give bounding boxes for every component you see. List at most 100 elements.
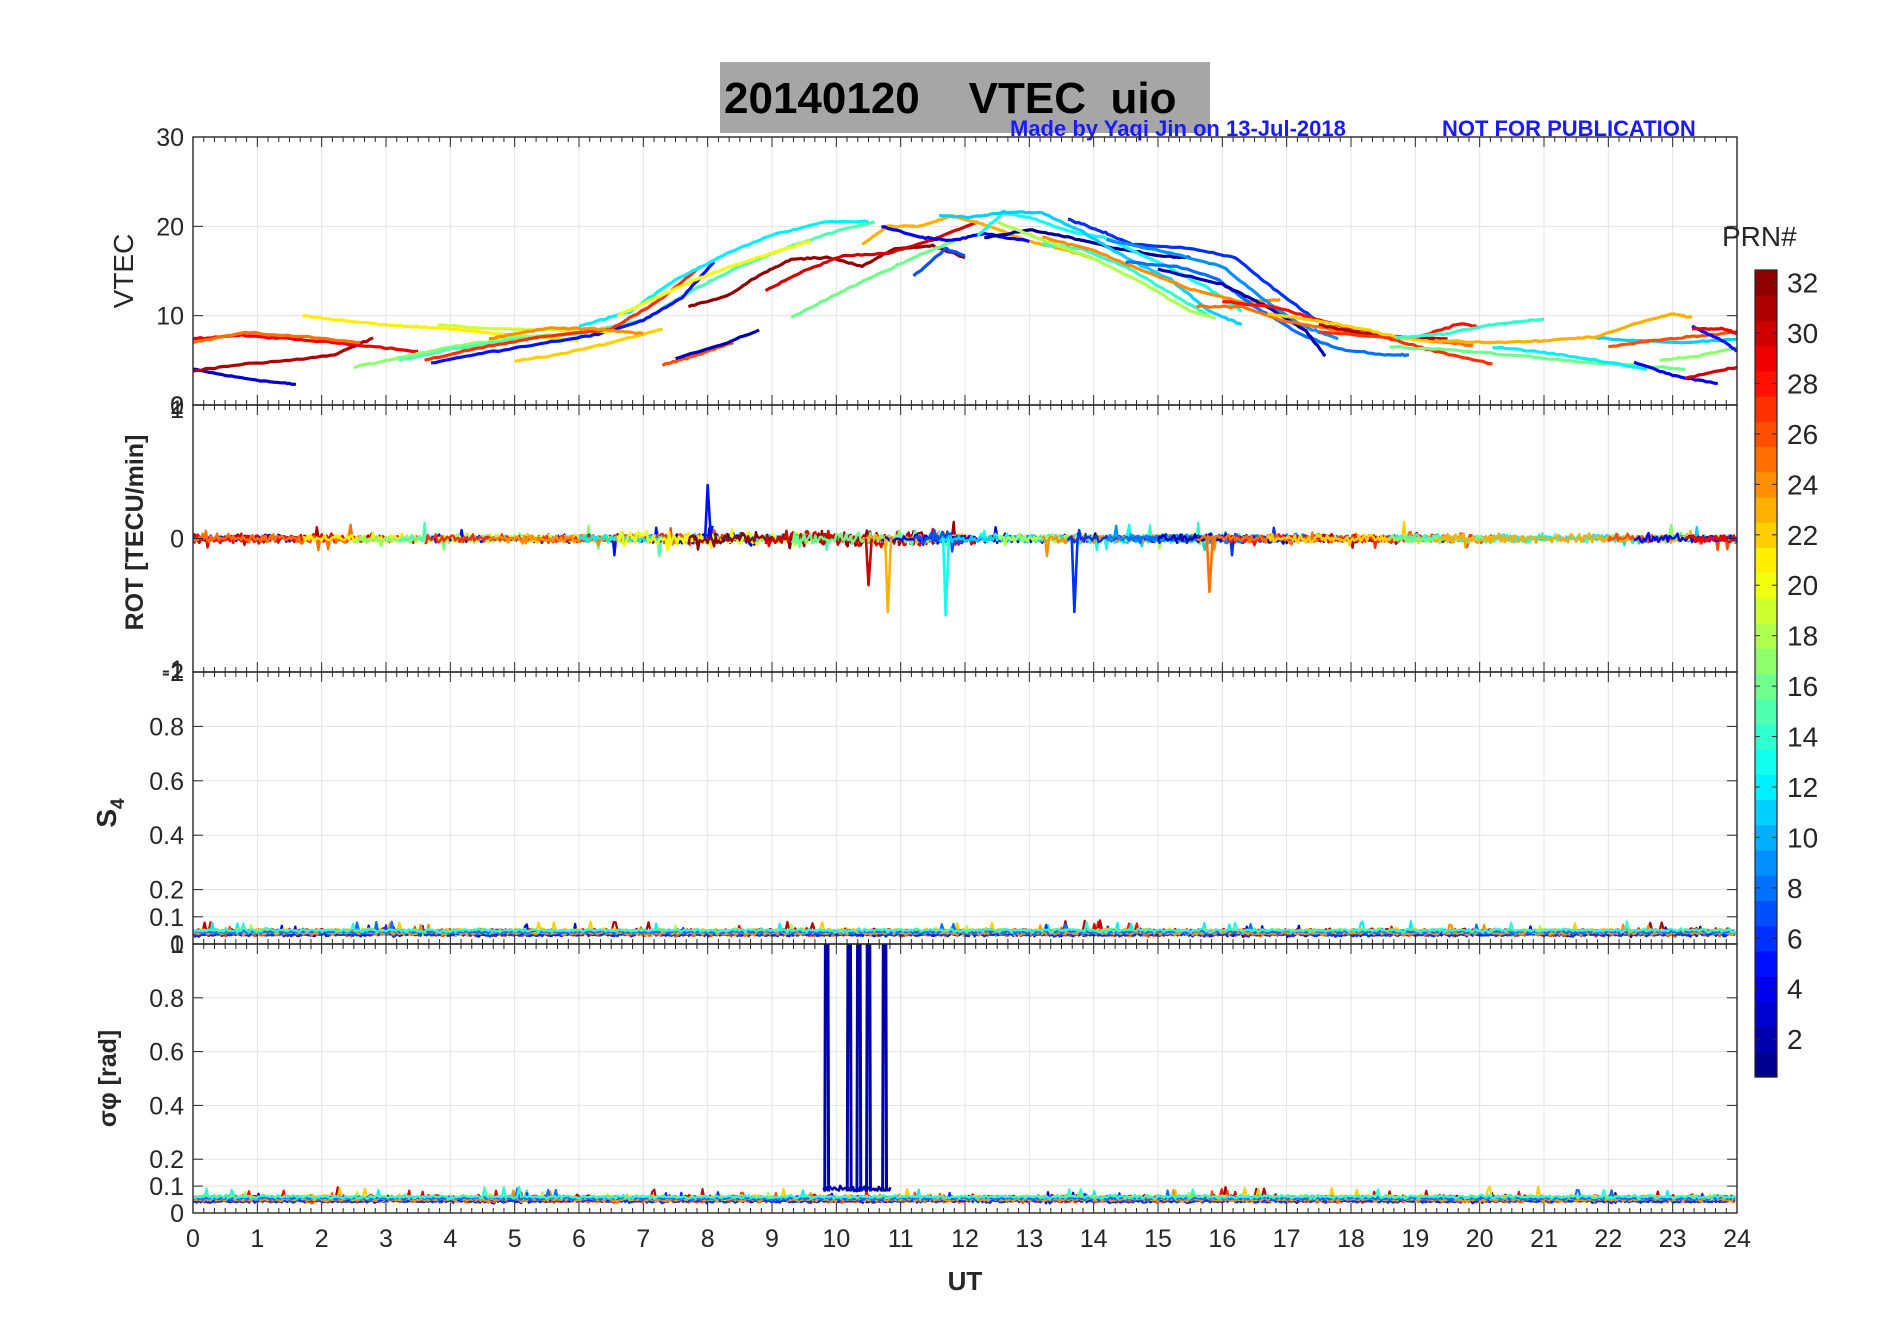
colorbar-tick-label: 12 (1787, 772, 1818, 803)
vtec-ylabel: VTEC (108, 234, 139, 309)
vtec-series (193, 209, 1737, 387)
vtec-line (1492, 345, 1648, 371)
vtec-line (1608, 330, 1737, 349)
colorbar-tick-label: 30 (1787, 318, 1818, 349)
colorbar-tick-label: 32 (1787, 268, 1818, 299)
rot-spike (883, 538, 893, 614)
vtec-line (1595, 336, 1737, 345)
colorbar-swatch (1755, 698, 1777, 725)
colorbar-swatch (1755, 799, 1777, 826)
x-tick-label: 22 (1594, 1225, 1622, 1253)
colorbar-swatch (1755, 1026, 1777, 1053)
sigma-spike (865, 944, 872, 1192)
vtec-line (861, 214, 1095, 261)
vtec-grid (193, 137, 1737, 405)
vtec-ytick-label: 20 (156, 213, 184, 241)
vtec-ticks (192, 136, 1738, 406)
vtec-line (1395, 317, 1545, 340)
s4-ytick-label: 0.4 (149, 822, 184, 850)
colorbar-swatch (1755, 295, 1777, 322)
vtec-ytick-label: 10 (156, 303, 184, 331)
s4-ytick-label: 0 (170, 931, 184, 959)
rot-ytick-label: -2 (162, 659, 184, 687)
rot-series (193, 483, 1737, 617)
colorbar-swatch (1755, 673, 1777, 700)
colorbar-tick-label: 18 (1787, 621, 1818, 652)
rot-spike (864, 538, 874, 587)
x-tick-label: 4 (443, 1225, 457, 1253)
colorbar-swatch (1755, 900, 1777, 927)
sigma-spike (881, 944, 889, 1192)
colorbar-swatch (1755, 320, 1777, 347)
rot-ytick-label: -1 (162, 656, 184, 684)
sigma-spike (845, 944, 853, 1192)
vtec-line (488, 326, 644, 341)
vtec-line (1659, 346, 1737, 363)
colorbar-swatch (1755, 824, 1777, 851)
x-tick-label: 2 (315, 1225, 329, 1253)
rot-ytick-label: 0 (170, 526, 184, 554)
rot-ytick-label: 2 (170, 392, 184, 420)
rot-spike (1070, 538, 1079, 614)
sigma_phi-ytick-label: 0.1 (149, 1173, 184, 1201)
vtec-line (790, 237, 960, 319)
colorbar-swatch (1755, 950, 1777, 977)
colorbar-tick-label: 8 (1787, 873, 1803, 904)
vtec-line (193, 336, 374, 373)
rot-spike (703, 483, 713, 539)
colorbar-tick-label: 10 (1787, 822, 1818, 853)
colorbar-tick-label: 28 (1787, 368, 1818, 399)
sigma_phi-grid (193, 944, 1737, 1213)
rot-spike (1205, 538, 1214, 594)
x-tick-label: 7 (636, 1225, 650, 1253)
colorbar-tick-label: 4 (1787, 974, 1803, 1005)
x-tick-label: 15 (1144, 1225, 1172, 1253)
colorbar-swatch (1755, 370, 1777, 397)
colorbar-swatch (1755, 723, 1777, 750)
colorbar-swatch (1755, 446, 1777, 473)
colorbar-swatch (1755, 421, 1777, 448)
colorbar-swatch (1755, 496, 1777, 523)
sigma_phi-series (193, 944, 1736, 1205)
s4-panel: 00.10.2 0.4 0.6 0.8 1 S4 (91, 659, 1738, 959)
sigma_phi-ticks (192, 943, 1738, 1214)
rot-spike (941, 538, 951, 617)
s4-ytick-label: 0.1 (149, 904, 184, 932)
vtec-line (1691, 324, 1737, 353)
x-tick-label: 0 (186, 1225, 200, 1253)
sigma_phi-line (193, 1185, 1736, 1201)
colorbar-tick-label: 20 (1787, 570, 1818, 601)
vtec-line (661, 341, 734, 367)
s4-ticks (192, 671, 1738, 945)
vtec-line (687, 243, 966, 309)
rot-ytick-label: 1 (170, 396, 184, 424)
colorbar-tick-label: 22 (1787, 520, 1818, 551)
x-tick-label: 19 (1401, 1225, 1429, 1253)
s4-ytick-label: 1 (170, 659, 184, 687)
vtec-ytick-label: 30 (156, 124, 184, 152)
x-tick-label: 17 (1273, 1225, 1301, 1253)
vtec-line (1267, 312, 1435, 345)
vtec-line (437, 323, 612, 334)
s4-series (193, 919, 1736, 939)
vtec-line (424, 265, 703, 362)
s4-ytick-label: 0.2 (149, 877, 184, 905)
colorbar-swatch (1755, 648, 1777, 675)
vtec-line (912, 246, 966, 278)
title-background (720, 62, 1210, 133)
figure-title: 20140120 VTEC uio (724, 74, 1176, 124)
x-tick-label: 9 (765, 1225, 779, 1253)
x-tick-label: 14 (1080, 1225, 1108, 1253)
colorbar-swatch (1755, 471, 1777, 498)
colorbar-swatch (1755, 976, 1777, 1002)
colorbar-swatch (1755, 522, 1777, 549)
sigma-spike (823, 944, 831, 1192)
sigma_phi-ytick-label: 0 (170, 1200, 184, 1228)
vtec-line (616, 239, 811, 318)
x-tick-label: 12 (951, 1225, 979, 1253)
x-tick-label: 23 (1659, 1225, 1687, 1253)
title-date: 20140120 (724, 74, 920, 123)
vtec-line (1318, 330, 1493, 366)
